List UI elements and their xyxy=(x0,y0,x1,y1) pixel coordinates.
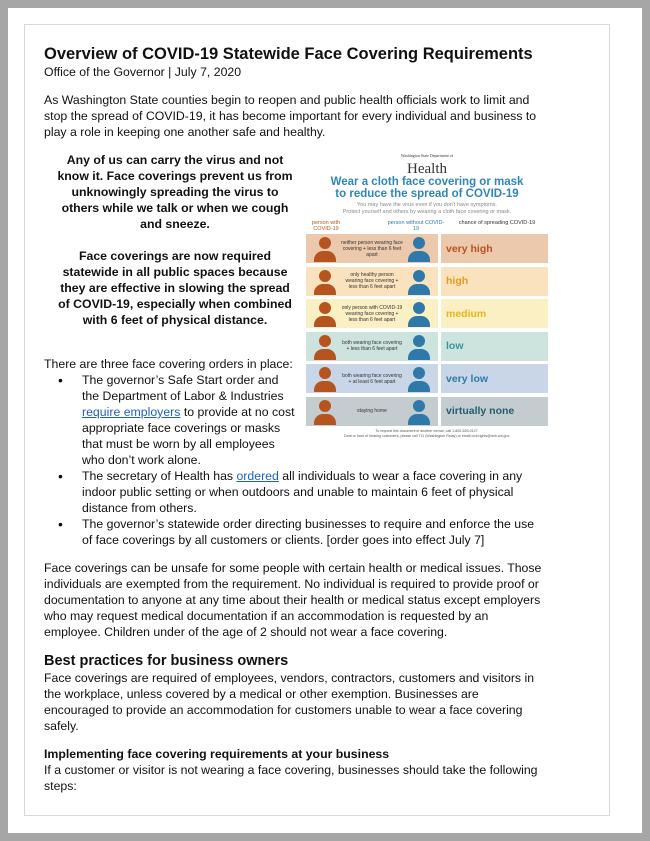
person-without-covid-icon xyxy=(408,237,430,263)
risk-caption: both wearing face covering + less than 6… xyxy=(342,340,402,352)
order-businesses: The governor’s statewide order directing… xyxy=(58,516,544,548)
document-content: Overview of COVID-19 Statewide Face Cove… xyxy=(44,44,548,794)
best-practices-heading: Best practices for business owners xyxy=(44,653,289,669)
risk-row: only healthy person wearing face coverin… xyxy=(306,266,548,296)
callout-required-statewide: Face coverings are now required statewid… xyxy=(58,249,292,327)
doh-logo: Washington State Department of Health xyxy=(400,153,454,178)
risk-level: medium xyxy=(441,299,548,328)
infographic-tagline: You may have the virus even if you don't… xyxy=(342,202,512,215)
require-employers-link[interactable]: require employers xyxy=(82,405,181,419)
risk-scenario: only healthy person wearing face coverin… xyxy=(306,266,438,296)
implementing-heading: Implementing face covering requirements … xyxy=(44,747,390,761)
order-safe-start: The governor’s Safe Start order and the … xyxy=(58,372,544,468)
person-with-covid-icon xyxy=(314,302,336,328)
implementing-paragraph: If a customer or visitor is not wearing … xyxy=(44,763,538,793)
risk-level: low xyxy=(441,331,548,361)
person-with-covid-icon xyxy=(314,269,336,296)
ordered-link[interactable]: ordered xyxy=(236,469,279,483)
risk-scenario: only person with COVID-19 wearing face c… xyxy=(306,299,438,328)
risk-level: high xyxy=(441,266,548,296)
subtitle: Office of the Governor | July 7, 2020 xyxy=(44,65,242,79)
risk-scenario: neither person wearing face covering + l… xyxy=(306,234,438,263)
person-without-covid-icon xyxy=(408,302,430,328)
best-practices-paragraph: Face coverings are required of employees… xyxy=(44,671,535,733)
risk-row: only person with COVID-19 wearing face c… xyxy=(306,299,548,328)
person-with-covid-icon xyxy=(314,237,336,263)
risk-caption: only healthy person wearing face coverin… xyxy=(345,272,399,290)
order-secretary-health: The secretary of Health has ordered all … xyxy=(58,468,544,516)
page-title: Overview of COVID-19 Statewide Face Cove… xyxy=(44,45,533,63)
callout-carry-virus: Any of us can carry the virus and not kn… xyxy=(57,153,293,231)
risk-level: very high xyxy=(441,234,548,263)
infographic-title: Wear a cloth face covering or mask to red… xyxy=(330,176,524,200)
risk-caption: only person with COVID-19 wearing face c… xyxy=(341,304,403,323)
intro-paragraph: As Washington State counties begin to re… xyxy=(44,93,537,139)
person-without-covid-icon xyxy=(408,334,430,361)
risk-scenario: both wearing face covering + less than 6… xyxy=(306,331,438,361)
risk-row: both wearing face covering + less than 6… xyxy=(306,331,548,361)
orders-list: The governor’s Safe Start order and the … xyxy=(44,372,544,548)
risk-row: neither person wearing face covering + l… xyxy=(306,234,548,263)
orders-intro: There are three face covering orders in … xyxy=(44,357,293,371)
exemptions-paragraph: Face coverings can be unsafe for some pe… xyxy=(44,561,542,639)
person-with-covid-icon xyxy=(314,334,336,361)
infographic-headers: person with COVID-19 person without COVI… xyxy=(311,220,536,232)
risk-caption: neither person wearing face covering + l… xyxy=(341,239,403,258)
person-without-covid-icon xyxy=(408,269,430,296)
